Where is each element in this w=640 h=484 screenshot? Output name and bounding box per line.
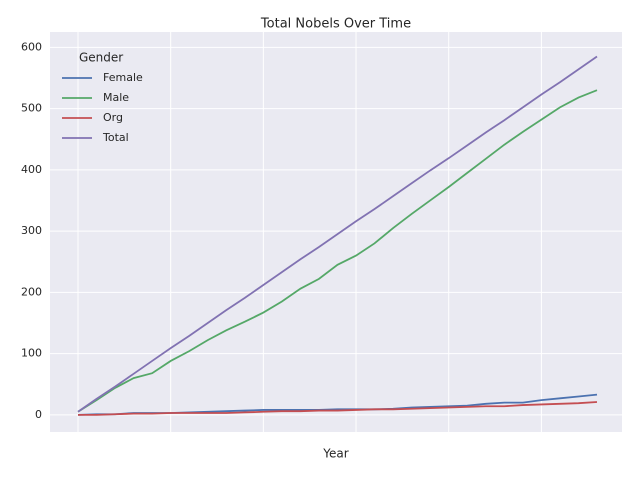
y-tick-label: 200 — [21, 285, 42, 298]
legend-label: Male — [103, 91, 129, 104]
y-tick-label: 300 — [21, 224, 42, 237]
y-tick-label: 100 — [21, 347, 42, 360]
legend-title: Gender — [79, 51, 123, 65]
chart-title: Total Nobels Over Time — [260, 17, 411, 32]
legend-label: Org — [103, 111, 123, 124]
x-axis-label: Year — [322, 447, 348, 461]
legend-label: Female — [103, 71, 143, 84]
y-tick-label: 400 — [21, 163, 42, 176]
legend-label: Total — [102, 131, 129, 144]
y-tick-label: 500 — [21, 102, 42, 115]
y-tick-label: 600 — [21, 40, 42, 53]
series-line — [77, 55, 598, 413]
series-line — [78, 401, 598, 416]
series-line — [77, 89, 598, 413]
y-tick-label: 0 — [35, 408, 42, 421]
